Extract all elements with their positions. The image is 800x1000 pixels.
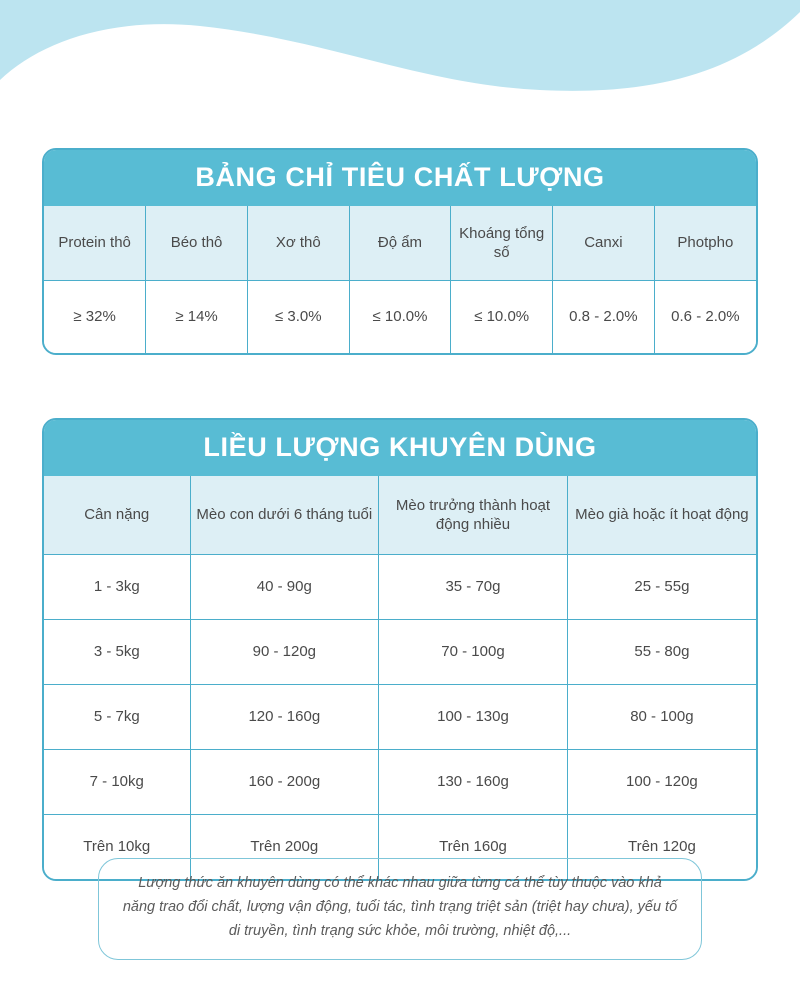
- table-cell: 0.8 - 2.0%: [552, 280, 655, 353]
- table-cell: 80 - 100g: [566, 684, 756, 750]
- disclaimer-note: Lượng thức ăn khuyên dùng có thể khác nh…: [98, 858, 702, 960]
- table-cell: 7 - 10kg: [44, 749, 191, 815]
- table-cell: Trên 200g: [189, 814, 380, 879]
- table-header-row: Cân nặng Mèo con dưới 6 tháng tuổi Mèo t…: [44, 476, 756, 555]
- quality-table: Protein thô Béo thô Xơ thô Độ ẩm Khoáng …: [44, 206, 756, 353]
- table-cell: 120 - 160g: [189, 684, 380, 750]
- table-cell: ≤ 10.0%: [450, 280, 554, 353]
- table-cell: 25 - 55g: [566, 554, 756, 620]
- dosage-table-title: LIỀU LƯỢNG KHUYÊN DÙNG: [44, 420, 756, 476]
- table-cell: 100 - 130g: [378, 684, 568, 750]
- table-cell: Trên 160g: [378, 814, 568, 879]
- table-cell: ≥ 14%: [145, 280, 248, 353]
- column-header-weight: Cân nặng: [44, 476, 191, 555]
- table-cell: 160 - 200g: [189, 749, 380, 815]
- table-cell: 5 - 7kg: [44, 684, 191, 750]
- table-row: Trên 10kg Trên 200g Trên 160g Trên 120g: [44, 814, 756, 879]
- dosage-table: Cân nặng Mèo con dưới 6 tháng tuổi Mèo t…: [44, 476, 756, 879]
- table-cell: ≤ 3.0%: [246, 280, 350, 353]
- quality-table-body: ≥ 32% ≥ 14% ≤ 3.0% ≤ 10.0% ≤ 10.0% 0.8 -…: [44, 280, 756, 353]
- column-header-kitten: Mèo con dưới 6 tháng tuổi: [189, 476, 380, 555]
- table-cell: 70 - 100g: [378, 619, 568, 685]
- table-cell: 0.6 - 2.0%: [653, 280, 756, 353]
- table-row: 1 - 3kg 40 - 90g 35 - 70g 25 - 55g: [44, 554, 756, 620]
- table-header-row: Protein thô Béo thô Xơ thô Độ ẩm Khoáng …: [44, 206, 756, 281]
- wave-svg: [0, 0, 800, 91]
- table-row: 3 - 5kg 90 - 120g 70 - 100g 55 - 80g: [44, 619, 756, 685]
- column-header-moisture: Độ ẩm: [348, 206, 452, 281]
- dosage-table-card: LIỀU LƯỢNG KHUYÊN DÙNG Cân nặng Mèo con …: [42, 418, 758, 881]
- column-header-fat: Béo thô: [145, 206, 248, 281]
- table-row: ≥ 32% ≥ 14% ≤ 3.0% ≤ 10.0% ≤ 10.0% 0.8 -…: [44, 280, 756, 353]
- top-wave-decoration: [0, 0, 800, 130]
- table-cell: 35 - 70g: [378, 554, 568, 620]
- dosage-table-body: 1 - 3kg 40 - 90g 35 - 70g 25 - 55g 3 - 5…: [44, 554, 756, 879]
- quality-table-head: Protein thô Béo thô Xơ thô Độ ẩm Khoáng …: [44, 206, 756, 281]
- table-cell: 90 - 120g: [189, 619, 380, 685]
- table-cell: 3 - 5kg: [44, 619, 191, 685]
- table-row: 7 - 10kg 160 - 200g 130 - 160g 100 - 120…: [44, 749, 756, 815]
- dosage-table-head: Cân nặng Mèo con dưới 6 tháng tuổi Mèo t…: [44, 476, 756, 555]
- column-header-fiber: Xơ thô: [246, 206, 350, 281]
- column-header-active-adult: Mèo trưởng thành hoạt động nhiều: [378, 476, 568, 555]
- column-header-calcium: Canxi: [552, 206, 655, 281]
- table-cell: Trên 120g: [566, 814, 756, 879]
- table-row: 5 - 7kg 120 - 160g 100 - 130g 80 - 100g: [44, 684, 756, 750]
- column-header-minerals: Khoáng tổng số: [450, 206, 554, 281]
- table-cell: 1 - 3kg: [44, 554, 191, 620]
- table-cell: 100 - 120g: [566, 749, 756, 815]
- table-cell: ≤ 10.0%: [348, 280, 452, 353]
- table-cell: 40 - 90g: [189, 554, 380, 620]
- wave-shape: [0, 0, 800, 91]
- table-cell: ≥ 32%: [44, 280, 147, 353]
- column-header-phosphorus: Photpho: [653, 206, 756, 281]
- column-header-senior: Mèo già hoặc ít hoạt động: [566, 476, 756, 555]
- table-cell: 55 - 80g: [566, 619, 756, 685]
- column-header-protein: Protein thô: [44, 206, 147, 281]
- quality-table-card: BẢNG CHỈ TIÊU CHẤT LƯỢNG Protein thô Béo…: [42, 148, 758, 355]
- quality-table-title: BẢNG CHỈ TIÊU CHẤT LƯỢNG: [44, 150, 756, 206]
- table-cell: 130 - 160g: [378, 749, 568, 815]
